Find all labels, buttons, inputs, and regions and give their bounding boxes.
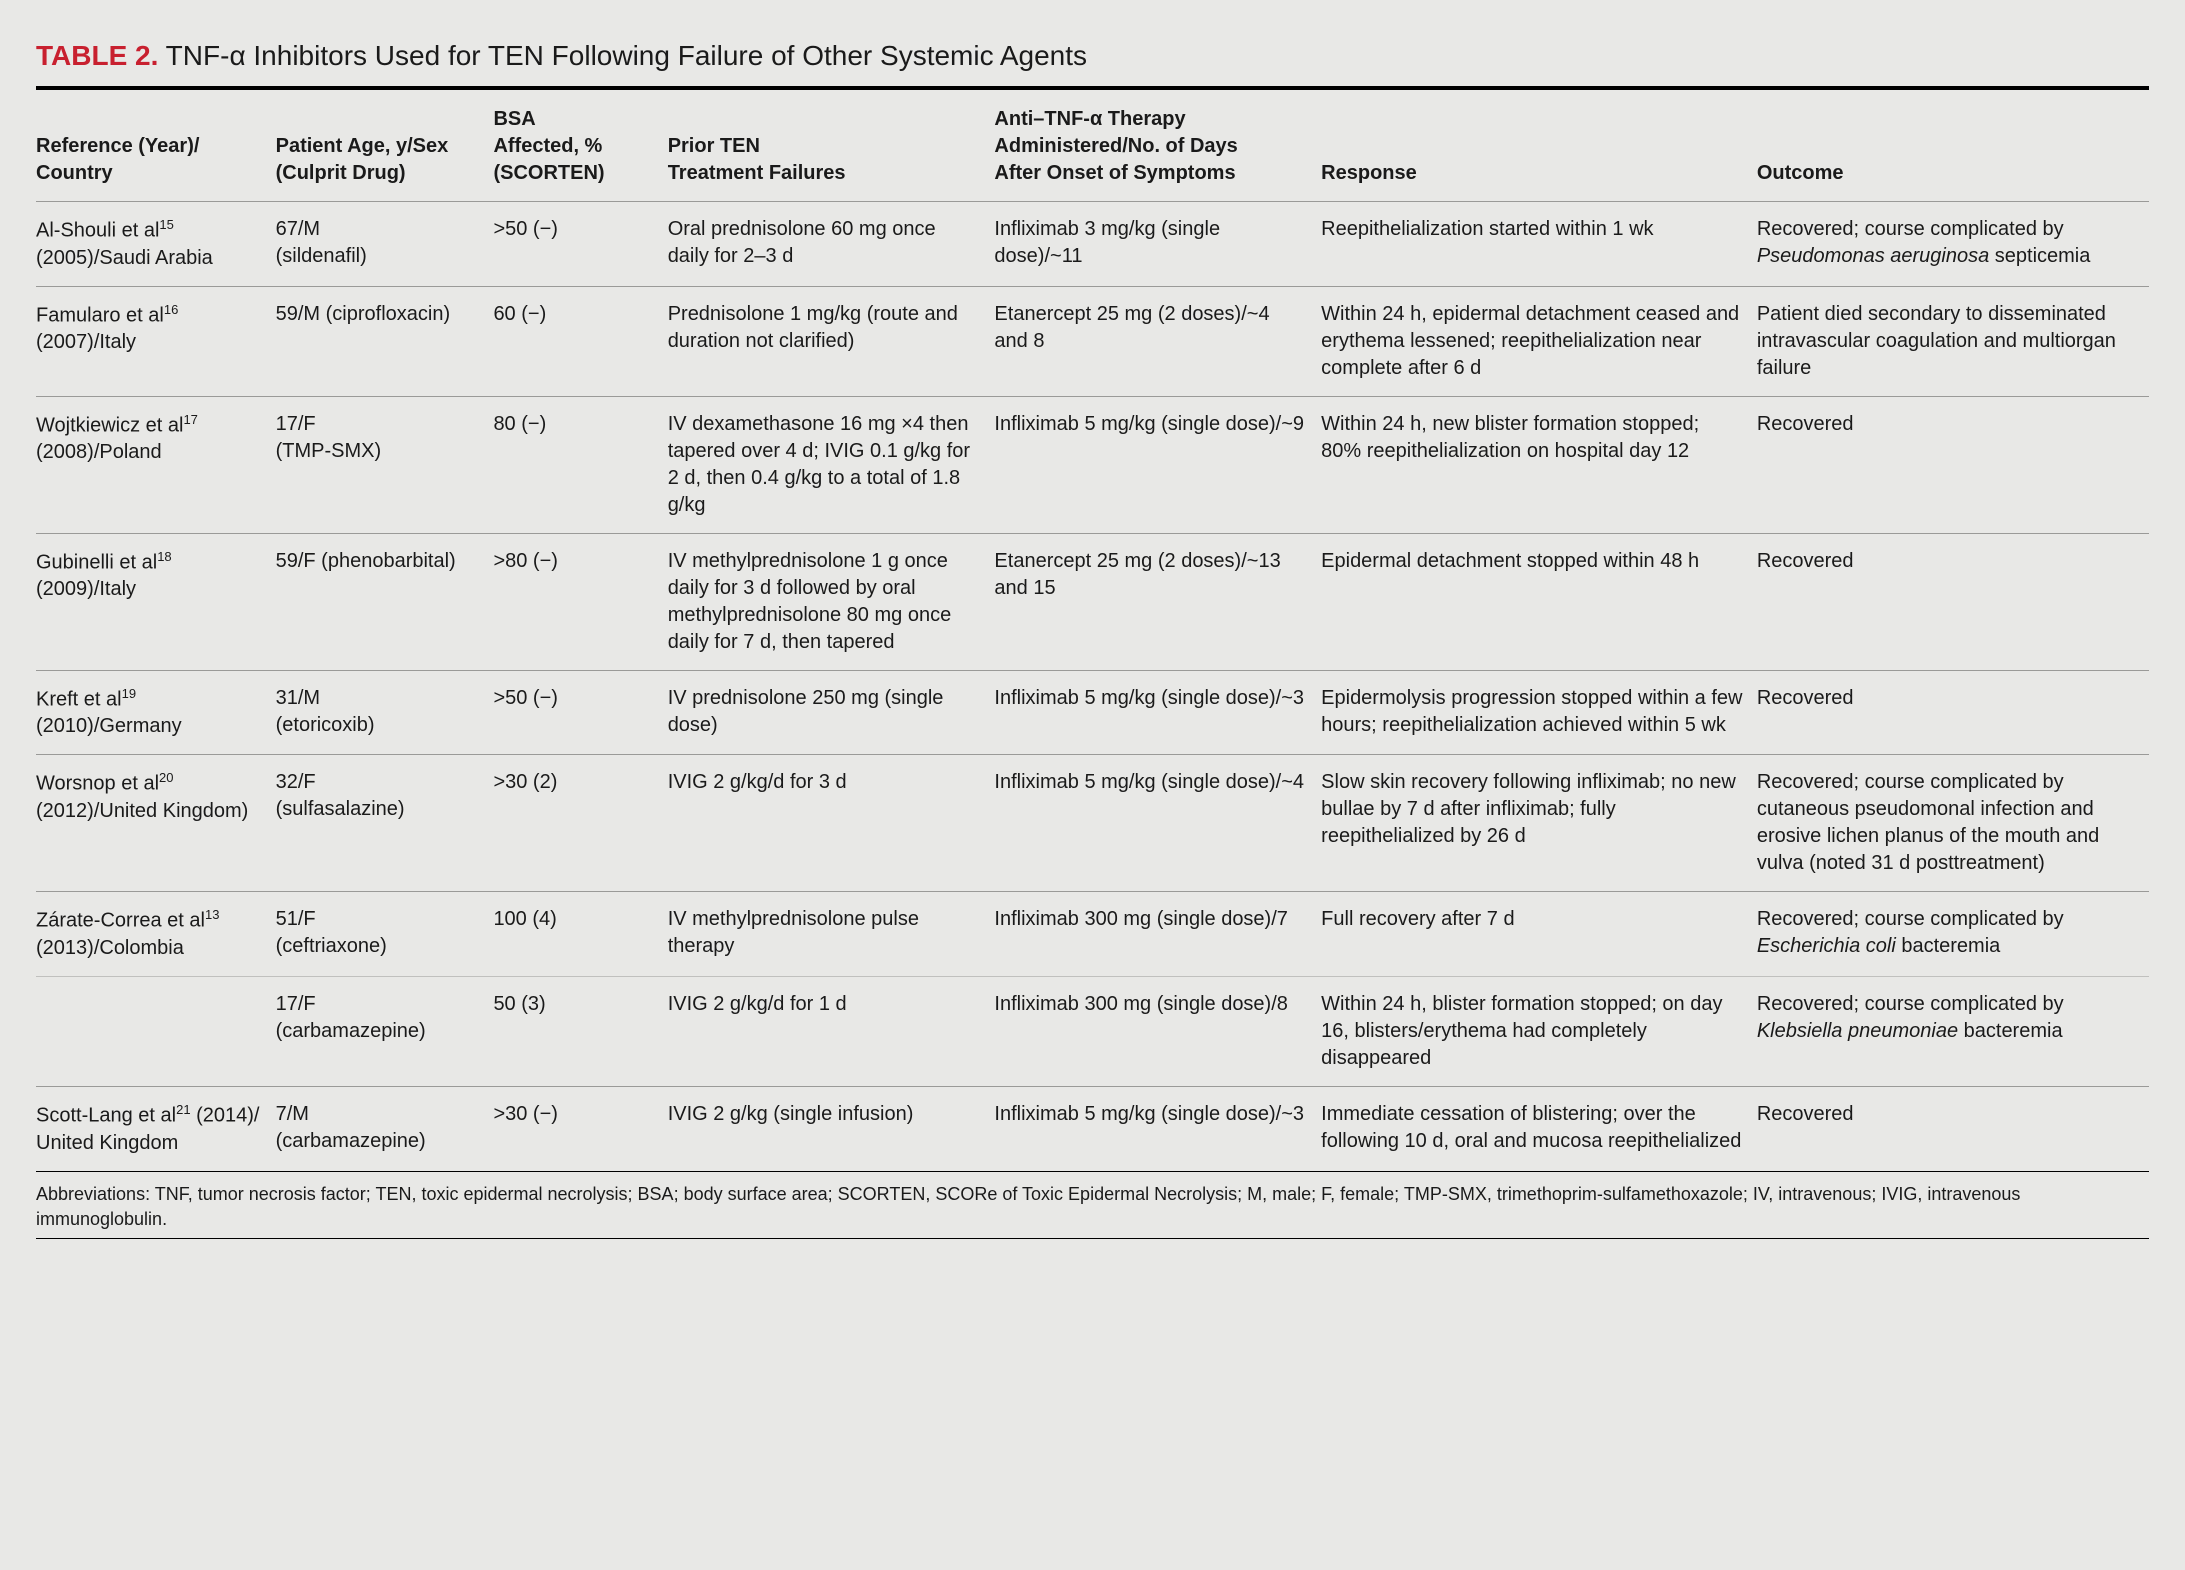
cell-reference: Al-Shouli et al15 (2005)/Saudi Arabia [36, 202, 276, 287]
cell-outcome: Patient died secondary to disseminated i… [1757, 286, 2149, 396]
table-row: Worsnop et al20 (2012)/United Kingdom)32… [36, 755, 2149, 892]
cell-patient: 17/F(carbamazepine) [276, 976, 494, 1086]
cell-anti: Etanercept 25 mg (2 doses)/~4 and 8 [994, 286, 1321, 396]
cell-response: Within 24 h, blister formation stopped; … [1321, 976, 1757, 1086]
cell-response: Slow skin recovery following infliximab;… [1321, 755, 1757, 892]
cell-bsa: >80 (−) [493, 533, 667, 670]
cell-bsa: >30 (−) [493, 1086, 667, 1170]
page: TABLE 2. TNF-α Inhibitors Used for TEN F… [0, 0, 2185, 1269]
cell-bsa: 60 (−) [493, 286, 667, 396]
header-outcome: Outcome [1757, 90, 2149, 202]
header-anti: Anti–TNF-α Therapy Administered/No. of D… [994, 90, 1321, 202]
header-bsa: BSA Affected, % (SCORTEN) [493, 90, 667, 202]
cell-outcome: Recovered [1757, 670, 2149, 755]
cell-anti: Infliximab 300 mg (single dose)/7 [994, 892, 1321, 977]
cell-response: Epidermal detachment stopped within 48 h [1321, 533, 1757, 670]
cell-prior: IVIG 2 g/kg/d for 3 d [668, 755, 995, 892]
table-row: Al-Shouli et al15 (2005)/Saudi Arabia67/… [36, 202, 2149, 287]
table-row: Kreft et al19 (2010)/Germany31/M(etorico… [36, 670, 2149, 755]
cell-outcome: Recovered; course complicated by Escheri… [1757, 892, 2149, 977]
cell-anti: Infliximab 300 mg (single dose)/8 [994, 976, 1321, 1086]
cell-prior: IVIG 2 g/kg (single infusion) [668, 1086, 995, 1170]
footnote-rule [36, 1238, 2149, 1239]
cell-anti: Infliximab 5 mg/kg (single dose)/~3 [994, 1086, 1321, 1170]
cell-outcome: Recovered; course complicated by cutaneo… [1757, 755, 2149, 892]
cell-response: Full recovery after 7 d [1321, 892, 1757, 977]
cell-outcome: Recovered; course complicated by Klebsie… [1757, 976, 2149, 1086]
header-response: Response [1321, 90, 1757, 202]
cell-outcome: Recovered; course complicated by Pseudom… [1757, 202, 2149, 287]
cell-prior: Oral prednisolone 60 mg once daily for 2… [668, 202, 995, 287]
cell-prior: IVIG 2 g/kg/d for 1 d [668, 976, 995, 1086]
cell-patient: 32/F(sulfasalazine) [276, 755, 494, 892]
cell-outcome: Recovered [1757, 533, 2149, 670]
cell-reference [36, 976, 276, 1086]
header-patient: Patient Age, y/Sex (Culprit Drug) [276, 90, 494, 202]
cell-patient: 59/M (ciprofloxacin) [276, 286, 494, 396]
cell-anti: Infliximab 5 mg/kg (single dose)/~4 [994, 755, 1321, 892]
cell-bsa: 80 (−) [493, 396, 667, 533]
table-head: Reference (Year)/ Country Patient Age, y… [36, 90, 2149, 202]
cell-response: Reepithelialization started within 1 wk [1321, 202, 1757, 287]
cell-bsa: 100 (4) [493, 892, 667, 977]
cell-prior: IV methylprednisolone 1 g once daily for… [668, 533, 995, 670]
cell-response: Within 24 h, epidermal detachment ceased… [1321, 286, 1757, 396]
cell-patient: 31/M(etoricoxib) [276, 670, 494, 755]
cell-patient: 59/F (phenobarbital) [276, 533, 494, 670]
table-row: Gubinelli et al18 (2009)/Italy59/F (phen… [36, 533, 2149, 670]
cell-anti: Infliximab 5 mg/kg (single dose)/~3 [994, 670, 1321, 755]
cell-bsa: >30 (2) [493, 755, 667, 892]
cell-reference: Worsnop et al20 (2012)/United Kingdom) [36, 755, 276, 892]
cell-response: Immediate cessation of blistering; over … [1321, 1086, 1757, 1170]
cell-response: Epidermolysis progression stopped within… [1321, 670, 1757, 755]
data-table: Reference (Year)/ Country Patient Age, y… [36, 90, 2149, 1171]
table-title-text: TNF-α Inhibitors Used for TEN Following … [166, 40, 1087, 71]
cell-bsa: 50 (3) [493, 976, 667, 1086]
table-row: Wojtkiewicz et al17 (2008)/Poland17/F(TM… [36, 396, 2149, 533]
table-title: TABLE 2. TNF-α Inhibitors Used for TEN F… [36, 40, 2149, 72]
cell-reference: Kreft et al19 (2010)/Germany [36, 670, 276, 755]
cell-anti: Etanercept 25 mg (2 doses)/~13 and 15 [994, 533, 1321, 670]
cell-anti: Infliximab 3 mg/kg (single dose)/~11 [994, 202, 1321, 287]
cell-patient: 7/M(carbamazepine) [276, 1086, 494, 1170]
header-prior: Prior TEN Treatment Failures [668, 90, 995, 202]
table-row: Zárate-Correa et al13 (2013)/Colombia51/… [36, 892, 2149, 977]
cell-outcome: Recovered [1757, 1086, 2149, 1170]
cell-bsa: >50 (−) [493, 670, 667, 755]
abbreviations-footnote: Abbreviations: TNF, tumor necrosis facto… [36, 1172, 2149, 1238]
cell-reference: Zárate-Correa et al13 (2013)/Colombia [36, 892, 276, 977]
cell-prior: IV prednisolone 250 mg (single dose) [668, 670, 995, 755]
cell-reference: Scott-Lang et al21 (2014)/United Kingdom [36, 1086, 276, 1170]
table-body: Al-Shouli et al15 (2005)/Saudi Arabia67/… [36, 202, 2149, 1171]
cell-patient: 67/M(sildenafil) [276, 202, 494, 287]
cell-bsa: >50 (−) [493, 202, 667, 287]
table-label: TABLE 2. [36, 40, 158, 71]
cell-prior: IV dexamethasone 16 mg ×4 then tapered o… [668, 396, 995, 533]
cell-prior: IV methylprednisolone pulse therapy [668, 892, 995, 977]
cell-anti: Infliximab 5 mg/kg (single dose)/~9 [994, 396, 1321, 533]
cell-prior: Prednisolone 1 mg/kg (route and duration… [668, 286, 995, 396]
cell-outcome: Recovered [1757, 396, 2149, 533]
cell-reference: Wojtkiewicz et al17 (2008)/Poland [36, 396, 276, 533]
table-row: Famularo et al16 (2007)/Italy59/M (cipro… [36, 286, 2149, 396]
table-row: 17/F(carbamazepine)50 (3)IVIG 2 g/kg/d f… [36, 976, 2149, 1086]
cell-patient: 51/F(ceftriaxone) [276, 892, 494, 977]
header-reference: Reference (Year)/ Country [36, 90, 276, 202]
table-row: Scott-Lang et al21 (2014)/United Kingdom… [36, 1086, 2149, 1170]
cell-patient: 17/F(TMP-SMX) [276, 396, 494, 533]
cell-response: Within 24 h, new blister formation stopp… [1321, 396, 1757, 533]
cell-reference: Famularo et al16 (2007)/Italy [36, 286, 276, 396]
cell-reference: Gubinelli et al18 (2009)/Italy [36, 533, 276, 670]
